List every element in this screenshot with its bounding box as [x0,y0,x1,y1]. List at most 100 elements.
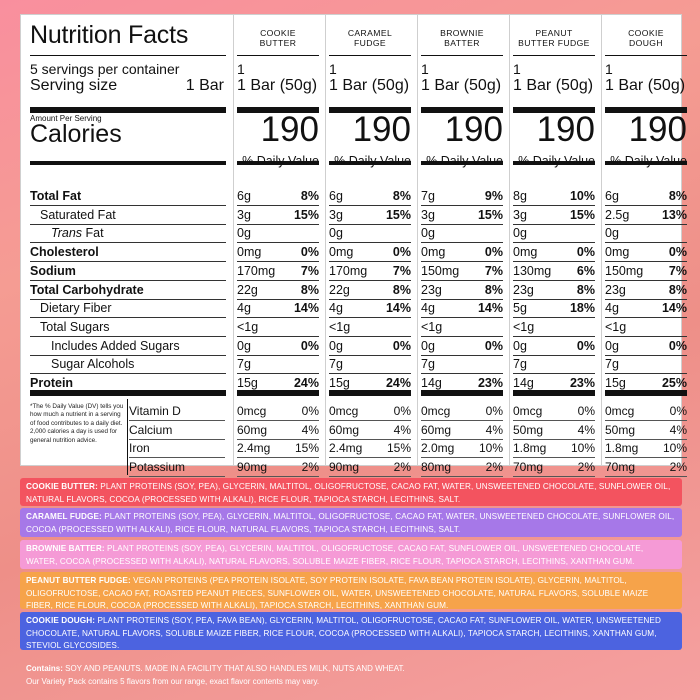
nutrient-amount: 7g [237,357,251,372]
vitamin-cell: 1.8mg 10% [605,439,687,458]
vitamin-amount: 2.4mg [237,441,271,455]
vitamin-cell: 0mcg 0% [513,402,595,421]
vitamin-amount: 1.8mg [605,441,639,455]
nutrient-amount: 4g [237,301,251,316]
nutrient-percent: 6% [576,263,595,278]
nutrient-cell: 4g 14% [421,299,503,319]
nutrient-amount: 0mg [605,245,630,260]
nutrient-percent: 13% [661,207,687,222]
nutrient-cell: 7g 9% [421,187,503,206]
nutrient-cell: 7g [605,355,687,375]
nutrient-percent: 8% [484,282,503,297]
vitamin-amount: 90mg [329,459,360,474]
calories-value: 190 [536,110,595,149]
serving-size-grams: 1 Bar (50g) [329,77,410,94]
vitamin-percent: 2% [485,459,503,474]
nutrient-cell: 2.5g 13% [605,206,687,225]
nutrient-cell: 0g 0% [605,337,687,356]
nutrient-cell: 4g 14% [237,299,319,319]
vitamin-cell: 70mg 2% [605,458,687,477]
nutrient-cell: <1g [605,318,687,337]
vitamin-cell: 90mg 2% [237,458,319,477]
vitamin-amount: 60mg [329,422,360,437]
nutrient-amount: <1g [421,319,443,334]
row-label-saturated-fat: Saturated Fat [30,206,226,225]
nutrient-cell: 170mg 7% [237,262,319,281]
nutrient-amount: 6g [237,189,251,203]
nutrient-cell: 0mg 0% [329,243,411,263]
vitamin-cell: 60mg 4% [329,421,411,440]
vitamin-amount: 1.8mg [513,441,547,455]
vitamin-percent: 0% [485,404,503,418]
vitamin-cell: 60mg 4% [237,421,319,440]
vitamin-percent: 10% [478,441,503,455]
nutrient-percent: 0% [668,338,687,353]
nutrient-cell: 3g 15% [513,206,595,225]
nutrient-cell: 8g 10% [513,187,595,206]
vitamin-cell: 80mg 2% [421,458,503,477]
servings-per-container: 5 servings per container [30,61,180,77]
flavor-name: CARAMEL FUDGE [347,28,393,49]
row-label-dietary-fiber: Dietary Fiber [30,299,226,319]
vitamin-amount: 0mcg [605,404,635,418]
ingredients-peanut-butter-fudge: PEANUT BUTTER FUDGE: VEGAN PROTEINS (PEA… [20,572,682,610]
nutrient-percent: 0% [300,338,319,353]
nutrient-amount: 14g [513,376,534,390]
nutrient-percent: 15% [569,207,595,222]
serving-size-grams: 1 Bar (50g) [237,77,318,94]
nutrient-percent: 24% [293,376,319,390]
vitamin-amount: 60mg [237,422,268,437]
calories-value: 190 [444,110,503,149]
variety-note: Our Variety Pack contains 5 flavors from… [26,677,320,686]
servings-count: 1 [329,61,337,77]
flavor-column-peanut-butter-fudge: PEANUT BUTTER FUDGE 1 1 Bar (50g) 190 % Daily… [509,15,598,477]
allergen-statement: Contains: SOY AND PEANUTS. MADE IN A FAC… [26,662,676,688]
nutrient-cell: 0g 0% [513,337,595,356]
ingredients-cookie-butter: COOKIE BUTTER: PLANT PROTEINS (SOY, PEA)… [20,478,682,506]
vitamin-label-calcium: Calcium [129,421,225,440]
vitamin-percent: 10% [662,441,687,455]
nutrient-cell: <1g [329,318,411,337]
vitamin-amount: 0mcg [237,404,267,418]
serving-size-value: 1 Bar [185,77,224,94]
vitamin-amount: 80mg [421,459,452,474]
ingredients-cookie-dough: COOKIE DOUGH: PLANT PROTEINS (SOY, PEA, … [20,612,682,650]
nutrient-cell: 6g 8% [329,187,411,206]
vitamin-amount: 50mg [605,422,636,437]
vitamin-cell: 90mg 2% [329,458,411,477]
ingredient-list: VEGAN PROTEINS (PEA PROTEIN ISOLATE, SOY… [26,576,649,610]
nutrient-amount: 5g [513,301,527,316]
nutrient-amount: 23g [421,282,442,297]
nutrient-percent: 8% [300,189,319,203]
nutrient-cell: 150mg 7% [421,262,503,281]
serving-size: Serving size 1 Bar [30,77,224,95]
nutrient-percent: 7% [668,263,687,278]
nutrient-percent: 23% [569,376,595,390]
vitamin-label-iron: Iron [129,439,225,458]
nutrient-percent: 0% [576,338,595,353]
nutrient-percent: 0% [300,245,319,260]
nutrient-percent: 8% [668,282,687,297]
vitamin-amount: 70mg [605,459,636,474]
nutrient-amount: 170mg [237,263,276,278]
ingredient-flavor-name: BROWNIE BATTER: [26,544,105,553]
flavor-column-cookie-dough: COOKIE DOUGH 1 1 Bar (50g) 190 % Daily Value 6… [601,15,690,477]
flavor-name: PEANUT BUTTER FUDGE [518,28,590,49]
nutrient-amount: 0g [421,338,435,353]
nutrient-percent: 14% [385,301,411,316]
nutrient-amount: <1g [329,319,351,334]
nutrient-percent: 14% [477,301,503,316]
dv-footnote: *The % Daily Value (DV) tells you how mu… [30,403,124,444]
servings-count: 1 [421,61,429,77]
nutrient-amount: 7g [421,357,435,372]
label-column: Nutrition Facts 5 servings per container… [21,15,233,477]
nutrient-amount: <1g [513,319,535,334]
vitamin-cell: 0mcg 0% [605,402,687,421]
vitamin-percent: 0% [393,404,411,418]
ingredient-list: PLANT PROTEINS (SOY, PEA), GLYCERIN, MAL… [26,482,671,504]
nutrient-amount: 6g [605,189,619,203]
nutrient-cell: 150mg 7% [605,262,687,281]
vitamin-percent: 10% [570,441,595,455]
vitamin-percent: 15% [386,441,411,455]
daily-value-header: % Daily Value [426,154,503,168]
